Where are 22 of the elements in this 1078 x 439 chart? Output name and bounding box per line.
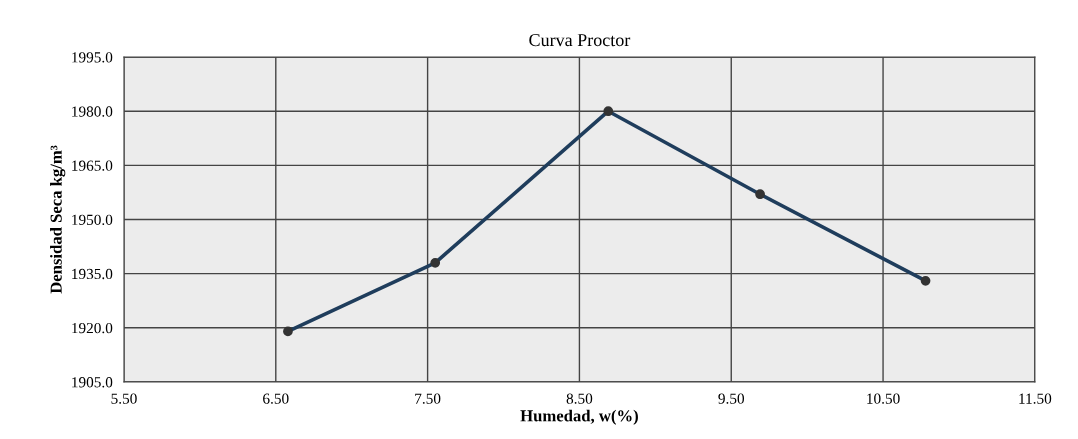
point [283, 326, 293, 337]
y-tick-label: 1905.0 [72, 377, 113, 388]
x-tick-label: 5.50 [111, 393, 137, 404]
x-axis-title: Humedad, w(%) [520, 409, 638, 425]
y-axis-title: Densidad Seca kg/m³ [50, 145, 66, 294]
x-tick-label: 7.50 [415, 393, 441, 404]
y-tick-label: 1920.0 [72, 322, 113, 334]
x-tick-label: 10.50 [867, 393, 900, 404]
chart-title: Curva Proctor [529, 34, 631, 47]
y-tick-label: 1950.0 [72, 214, 113, 226]
x-tick-label: 8.50 [566, 393, 593, 404]
point [603, 106, 614, 117]
x-tick-label: 9.50 [718, 393, 745, 404]
y-tick-label: 1995.0 [72, 52, 113, 63]
x-tick-label: 11.50 [1019, 393, 1052, 404]
point [430, 257, 441, 268]
y-tick-label: 1965.0 [72, 160, 113, 171]
y-tick-label: 1980.0 [72, 106, 113, 117]
point [920, 276, 931, 286]
x-tick-label: 6.50 [263, 393, 289, 404]
point [755, 189, 765, 200]
y-tick-label: 1935.0 [72, 268, 113, 280]
